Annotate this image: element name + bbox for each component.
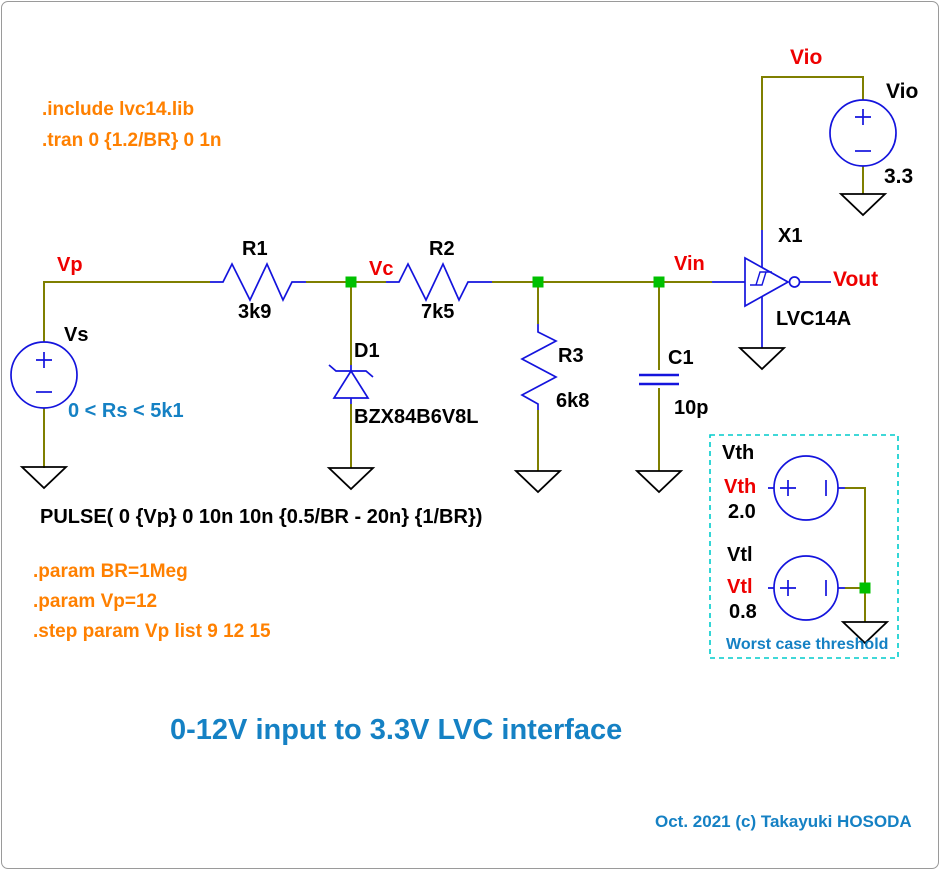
component-value-x1: LVC14A xyxy=(776,308,852,330)
component-value-d1: BZX84B6V8L xyxy=(354,406,479,428)
net-label-vc: Vc xyxy=(369,258,394,280)
plus-sign xyxy=(36,352,52,368)
ground-icon xyxy=(838,193,888,217)
ground-icon xyxy=(19,466,69,490)
wire-vth-out xyxy=(845,487,866,588)
net-label-vout: Vout xyxy=(833,268,879,291)
plus-sign xyxy=(780,480,796,496)
directive-tran: .tran 0 {1.2/BR} 0 1n xyxy=(42,130,222,151)
resistor-r2 xyxy=(386,261,492,302)
plus-sign xyxy=(780,580,796,596)
ground-symbols xyxy=(19,193,890,645)
symbols xyxy=(10,99,897,621)
component-name-c1: C1 xyxy=(668,347,694,369)
component-name-r3: R3 xyxy=(558,345,584,367)
component-name-vs: Vs xyxy=(64,324,89,346)
component-value-c1: 10p xyxy=(674,397,709,419)
schematic-title: 0-12V input to 3.3V LVC interface xyxy=(170,714,623,746)
ground-icon xyxy=(840,621,890,645)
worst-case-threshold-box xyxy=(709,434,899,659)
inverter-triangle xyxy=(744,256,790,308)
resistor-r1 xyxy=(210,261,306,302)
net-label-vio: Vio xyxy=(790,46,823,69)
component-value-vth: 2.0 xyxy=(728,501,756,523)
pulse-spec: PULSE( 0 {Vp} 0 10n 10n {0.5/BR - 20n} {… xyxy=(40,506,483,528)
note-worst-case: Worst case threshold xyxy=(726,636,889,653)
junction-dots xyxy=(345,276,871,594)
component-name-vth: Vth xyxy=(722,442,755,464)
component-value-r2: 7k5 xyxy=(421,301,455,323)
wire-vio-feed xyxy=(761,76,864,230)
schmitt-hysteresis-icon xyxy=(750,271,772,286)
ground-icon xyxy=(513,470,563,494)
component-name-vio: Vio xyxy=(886,80,919,103)
ground-icon xyxy=(634,470,684,494)
component-name-x1: X1 xyxy=(778,225,803,247)
credit-text: Oct. 2021 (c) Takayuki HOSODA xyxy=(655,812,912,831)
component-name-r2: R2 xyxy=(429,238,455,260)
net-label-vtl: Vtl xyxy=(727,576,753,598)
component-value-vio: 3.3 xyxy=(884,165,914,188)
zener-triangle xyxy=(332,369,370,399)
voltage-source-vio xyxy=(829,99,897,167)
zener-diode-d1 xyxy=(328,364,374,404)
plus-sign xyxy=(855,109,871,125)
component-value-vtl: 0.8 xyxy=(729,601,757,623)
directive-step-vp: .step param Vp list 9 12 15 xyxy=(33,621,271,642)
junction-vin xyxy=(653,276,665,288)
voltage-source-vtl xyxy=(768,555,845,621)
junction-vc xyxy=(345,276,357,288)
ground-icon xyxy=(737,347,787,371)
net-label-vin: Vin xyxy=(674,253,705,275)
net-label-vp: Vp xyxy=(57,254,83,276)
component-value-r3: 6k8 xyxy=(556,390,590,412)
component-name-r1: R1 xyxy=(242,238,268,260)
junction-vtl xyxy=(859,582,871,594)
net-label-vth: Vth xyxy=(724,476,757,498)
capacitor-c1 xyxy=(639,373,679,386)
junction-r3 xyxy=(532,276,544,288)
resistor-r3 xyxy=(520,324,558,410)
inverter-x1 xyxy=(712,230,831,348)
component-value-r1: 3k9 xyxy=(238,301,272,323)
component-name-vtl: Vtl xyxy=(727,544,753,566)
directive-param-br: .param BR=1Meg xyxy=(33,561,188,582)
directive-param-vp: .param Vp=12 xyxy=(33,591,158,612)
voltage-source-vs xyxy=(10,341,78,409)
voltage-source-vth xyxy=(768,455,845,521)
directive-include: .include lvc14.lib xyxy=(42,99,195,120)
ground-icon xyxy=(326,467,376,491)
component-name-d1: D1 xyxy=(354,340,380,362)
note-rs-range: 0 < Rs < 5k1 xyxy=(68,400,184,422)
wire-vp-rail xyxy=(43,281,210,342)
inverter-bubble xyxy=(788,276,801,288)
